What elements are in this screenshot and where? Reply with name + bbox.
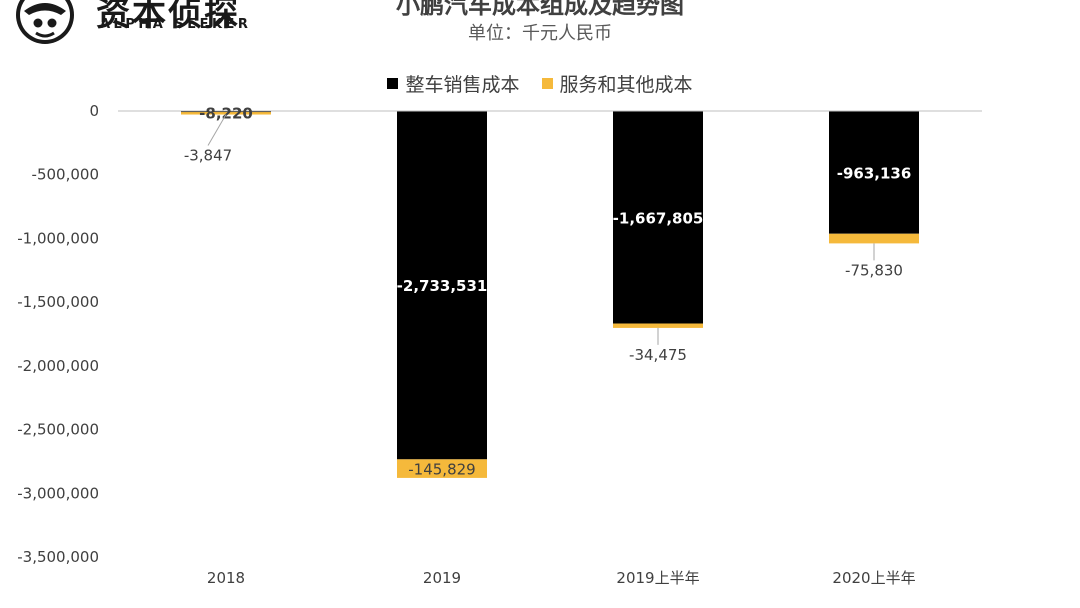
chart-subtitle: 单位：千元人民币 — [468, 23, 612, 44]
legend-swatch-vehicle-sales-cost — [387, 78, 399, 89]
y-tick-label: -1,000,000 — [17, 229, 99, 247]
y-tick-label: -1,500,000 — [17, 293, 99, 311]
y-tick-label: -3,500,000 — [17, 548, 99, 566]
chart-title: 小鹏汽车成本组成及趋势图 — [396, 0, 684, 19]
x-tick-label: 2020上半年 — [832, 569, 915, 587]
x-tick-label: 2018 — [207, 569, 245, 587]
y-tick-label: -3,000,000 — [17, 484, 99, 502]
data-label-service-other-cost-1: -145,829 — [408, 461, 475, 479]
legend-item-service-other-cost: 服务和其他成本 — [541, 70, 693, 97]
detective-logo-icon — [16, 0, 74, 44]
data-labels: -8,220 -3,847 -2,733,531 -145,829 -1,667,805… — [184, 104, 911, 478]
logo-subtitle: ALPHA SEEKER — [100, 17, 252, 32]
data-label-vehicle-sales-cost-1: -2,733,531 — [397, 277, 488, 295]
y-tick-label: -500,000 — [32, 166, 99, 184]
legend-label-vehicle-sales-cost: 整车销售成本 — [405, 74, 520, 96]
logo: 资本侦探 ALPHA SEEKER — [0, 0, 270, 48]
bar-service-other-cost-3 — [829, 233, 919, 244]
data-label-vehicle-sales-cost-3: -963,136 — [837, 164, 912, 182]
y-tick-label: -2,000,000 — [17, 357, 99, 375]
y-axis: 0 -500,000 -1,000,000 -1,500,000 -2,000,000 -… — [17, 102, 99, 566]
y-tick-label: 0 — [89, 102, 99, 120]
data-label-vehicle-sales-cost-0: -8,220 — [199, 104, 253, 122]
x-axis: 2018 2019 2019上半年 2020上半年 — [207, 569, 916, 587]
x-tick-label: 2019上半年 — [616, 569, 699, 587]
data-label-vehicle-sales-cost-2: -1,667,805 — [613, 209, 704, 227]
bar-vehicle-sales-cost-1 — [397, 111, 487, 460]
legend-swatch-service-other-cost — [541, 78, 553, 89]
legend-label-service-other-cost: 服务和其他成本 — [559, 74, 693, 96]
x-tick-label: 2019 — [423, 569, 461, 587]
bar-vehicle-sales-cost-3 — [829, 111, 919, 234]
bar-service-other-cost-0 — [181, 112, 271, 115]
y-tick-label: -2,500,000 — [17, 421, 99, 439]
chart-legend: 整车销售成本 服务和其他成本 — [0, 70, 1080, 97]
logo-name: 资本侦探 — [96, 0, 240, 34]
bar-vehicle-sales-cost-2 — [613, 111, 703, 324]
data-label-service-other-cost-3: -75,830 — [845, 261, 903, 279]
bar-service-other-cost-2 — [613, 323, 703, 328]
data-label-service-other-cost-0: -3,847 — [184, 147, 232, 165]
legend-item-vehicle-sales-cost: 整车销售成本 — [387, 70, 520, 97]
data-label-service-other-cost-2: -34,475 — [629, 346, 687, 364]
bar-service-other-cost-1 — [397, 459, 487, 478]
chart-bars — [181, 111, 919, 478]
data-label-leader-0 — [207, 114, 227, 146]
